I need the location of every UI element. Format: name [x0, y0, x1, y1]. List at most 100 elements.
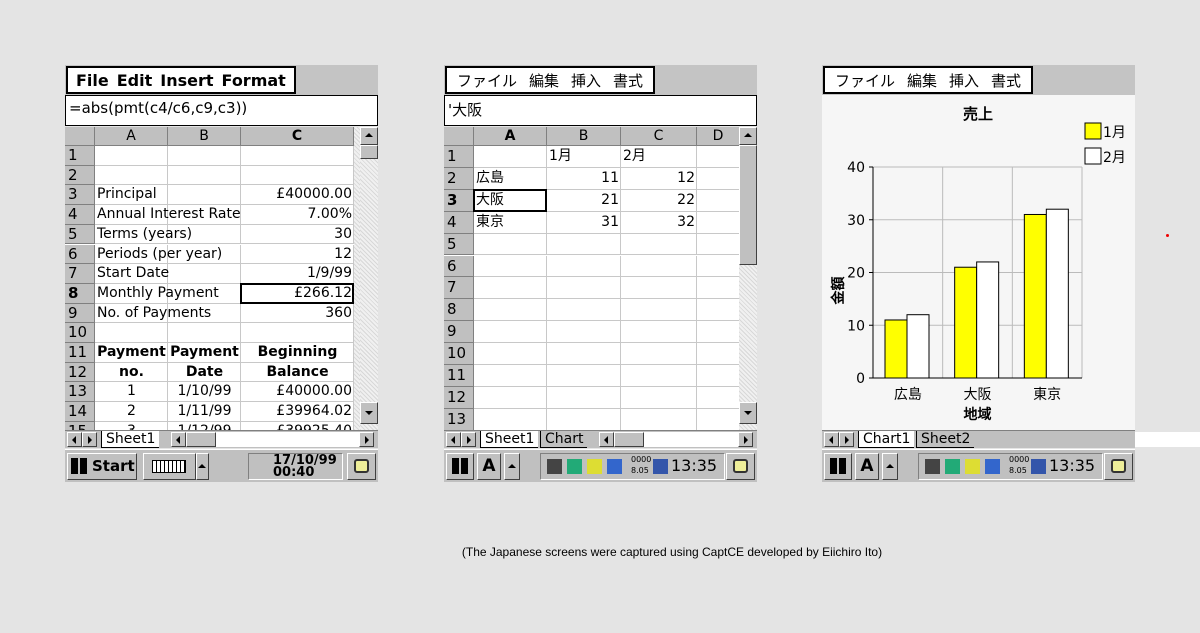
- sip-arrow[interactable]: [504, 453, 520, 480]
- cell[interactable]: [241, 303, 354, 324]
- cell[interactable]: [547, 189, 621, 212]
- h-left[interactable]: [171, 432, 186, 447]
- h-thumb[interactable]: [186, 432, 216, 447]
- desktop-button[interactable]: [347, 453, 376, 480]
- row-header[interactable]: 10: [444, 343, 474, 365]
- tab-prev[interactable]: [824, 432, 839, 447]
- row-header[interactable]: 3: [65, 185, 95, 206]
- cell[interactable]: [168, 244, 241, 265]
- cell[interactable]: [168, 224, 241, 245]
- cell[interactable]: [697, 167, 740, 190]
- row-header[interactable]: 3: [444, 189, 474, 212]
- cell[interactable]: [697, 146, 740, 168]
- tab-next[interactable]: [461, 432, 476, 447]
- cell[interactable]: [547, 255, 621, 278]
- scroll-up[interactable]: [360, 127, 378, 145]
- cell[interactable]: [95, 382, 168, 403]
- scrollbar[interactable]: [360, 127, 378, 430]
- tab-next[interactable]: [839, 432, 854, 447]
- menu-item[interactable]: 編集: [529, 71, 560, 90]
- cell[interactable]: [168, 362, 241, 383]
- menu-item[interactable]: 書式: [991, 71, 1022, 90]
- h-right[interactable]: [359, 432, 374, 447]
- cell[interactable]: [168, 264, 241, 284]
- cell[interactable]: [474, 255, 547, 278]
- cell[interactable]: [697, 343, 740, 365]
- cell[interactable]: [241, 185, 354, 206]
- row-header[interactable]: 15: [65, 421, 95, 430]
- cell[interactable]: [95, 165, 168, 186]
- tab-next[interactable]: [82, 432, 97, 447]
- menu-item[interactable]: 挿入: [949, 71, 980, 90]
- cell[interactable]: [95, 343, 168, 363]
- sheet-tab[interactable]: Chart: [540, 431, 588, 448]
- row-header[interactable]: 4: [444, 211, 474, 234]
- row-header[interactable]: 1: [444, 146, 474, 168]
- row-header[interactable]: 8: [65, 283, 95, 304]
- cell[interactable]: [697, 365, 740, 387]
- start-button[interactable]: Start: [67, 453, 137, 480]
- row-header[interactable]: 14: [65, 402, 95, 422]
- cell[interactable]: [168, 165, 241, 186]
- h-thumb[interactable]: [614, 432, 644, 447]
- menu-item[interactable]: Insert: [160, 70, 214, 90]
- cell[interactable]: [474, 343, 547, 365]
- cell[interactable]: [621, 299, 697, 322]
- input-button[interactable]: A: [855, 453, 879, 480]
- cell[interactable]: [621, 233, 697, 256]
- input-button[interactable]: A: [477, 453, 501, 480]
- cell[interactable]: [95, 244, 168, 265]
- cell[interactable]: [241, 244, 354, 265]
- row-header[interactable]: 5: [65, 224, 95, 245]
- sheet-tab[interactable]: Sheet2: [916, 431, 975, 448]
- cell[interactable]: [95, 402, 168, 422]
- formula-bar[interactable]: =abs(pmt(c4/c6,c9,c3)): [65, 95, 378, 126]
- cell[interactable]: [621, 255, 697, 278]
- h-left[interactable]: [599, 432, 614, 447]
- cell[interactable]: [697, 277, 740, 300]
- sheet-tab[interactable]: Chart1: [858, 431, 915, 448]
- cell[interactable]: [474, 146, 547, 168]
- cell[interactable]: [547, 408, 621, 430]
- menu-item[interactable]: Edit: [116, 70, 153, 90]
- row-header[interactable]: 7: [444, 277, 474, 300]
- cell[interactable]: [168, 402, 241, 422]
- h-right[interactable]: [738, 432, 753, 447]
- cell[interactable]: [95, 185, 168, 206]
- menu-item[interactable]: ファイル: [835, 71, 896, 90]
- cell[interactable]: [95, 362, 168, 383]
- cell[interactable]: [697, 386, 740, 409]
- cell[interactable]: [547, 299, 621, 322]
- cell[interactable]: [95, 303, 168, 324]
- cell[interactable]: [95, 421, 168, 430]
- cell[interactable]: [168, 323, 241, 343]
- menu-item[interactable]: File: [76, 70, 109, 90]
- cell[interactable]: [95, 283, 168, 304]
- sheet-tab[interactable]: Sheet1: [101, 431, 160, 448]
- sip-arrow[interactable]: [882, 453, 898, 480]
- cell[interactable]: [621, 167, 697, 190]
- row-header[interactable]: 5: [444, 233, 474, 256]
- cell[interactable]: [95, 264, 168, 284]
- start-button[interactable]: [824, 453, 852, 480]
- scroll-down[interactable]: [360, 402, 378, 424]
- row-header[interactable]: 4: [65, 205, 95, 225]
- menu-item[interactable]: ファイル: [457, 71, 518, 90]
- cell[interactable]: [621, 386, 697, 409]
- menu-item[interactable]: 書式: [613, 71, 644, 90]
- sheet-tab[interactable]: Sheet1: [480, 431, 539, 448]
- cell[interactable]: [241, 205, 354, 225]
- cell[interactable]: [95, 146, 168, 166]
- scrollbar[interactable]: [739, 127, 757, 430]
- scroll-thumb[interactable]: [739, 145, 757, 265]
- cell[interactable]: [697, 233, 740, 256]
- tab-prev[interactable]: [67, 432, 82, 447]
- menu-item[interactable]: 編集: [907, 71, 938, 90]
- cell[interactable]: [474, 321, 547, 344]
- cell[interactable]: [621, 408, 697, 430]
- cell[interactable]: [474, 408, 547, 430]
- cell[interactable]: [547, 211, 621, 234]
- row-header[interactable]: 1: [65, 146, 95, 166]
- cell[interactable]: [547, 233, 621, 256]
- cell[interactable]: [241, 165, 354, 186]
